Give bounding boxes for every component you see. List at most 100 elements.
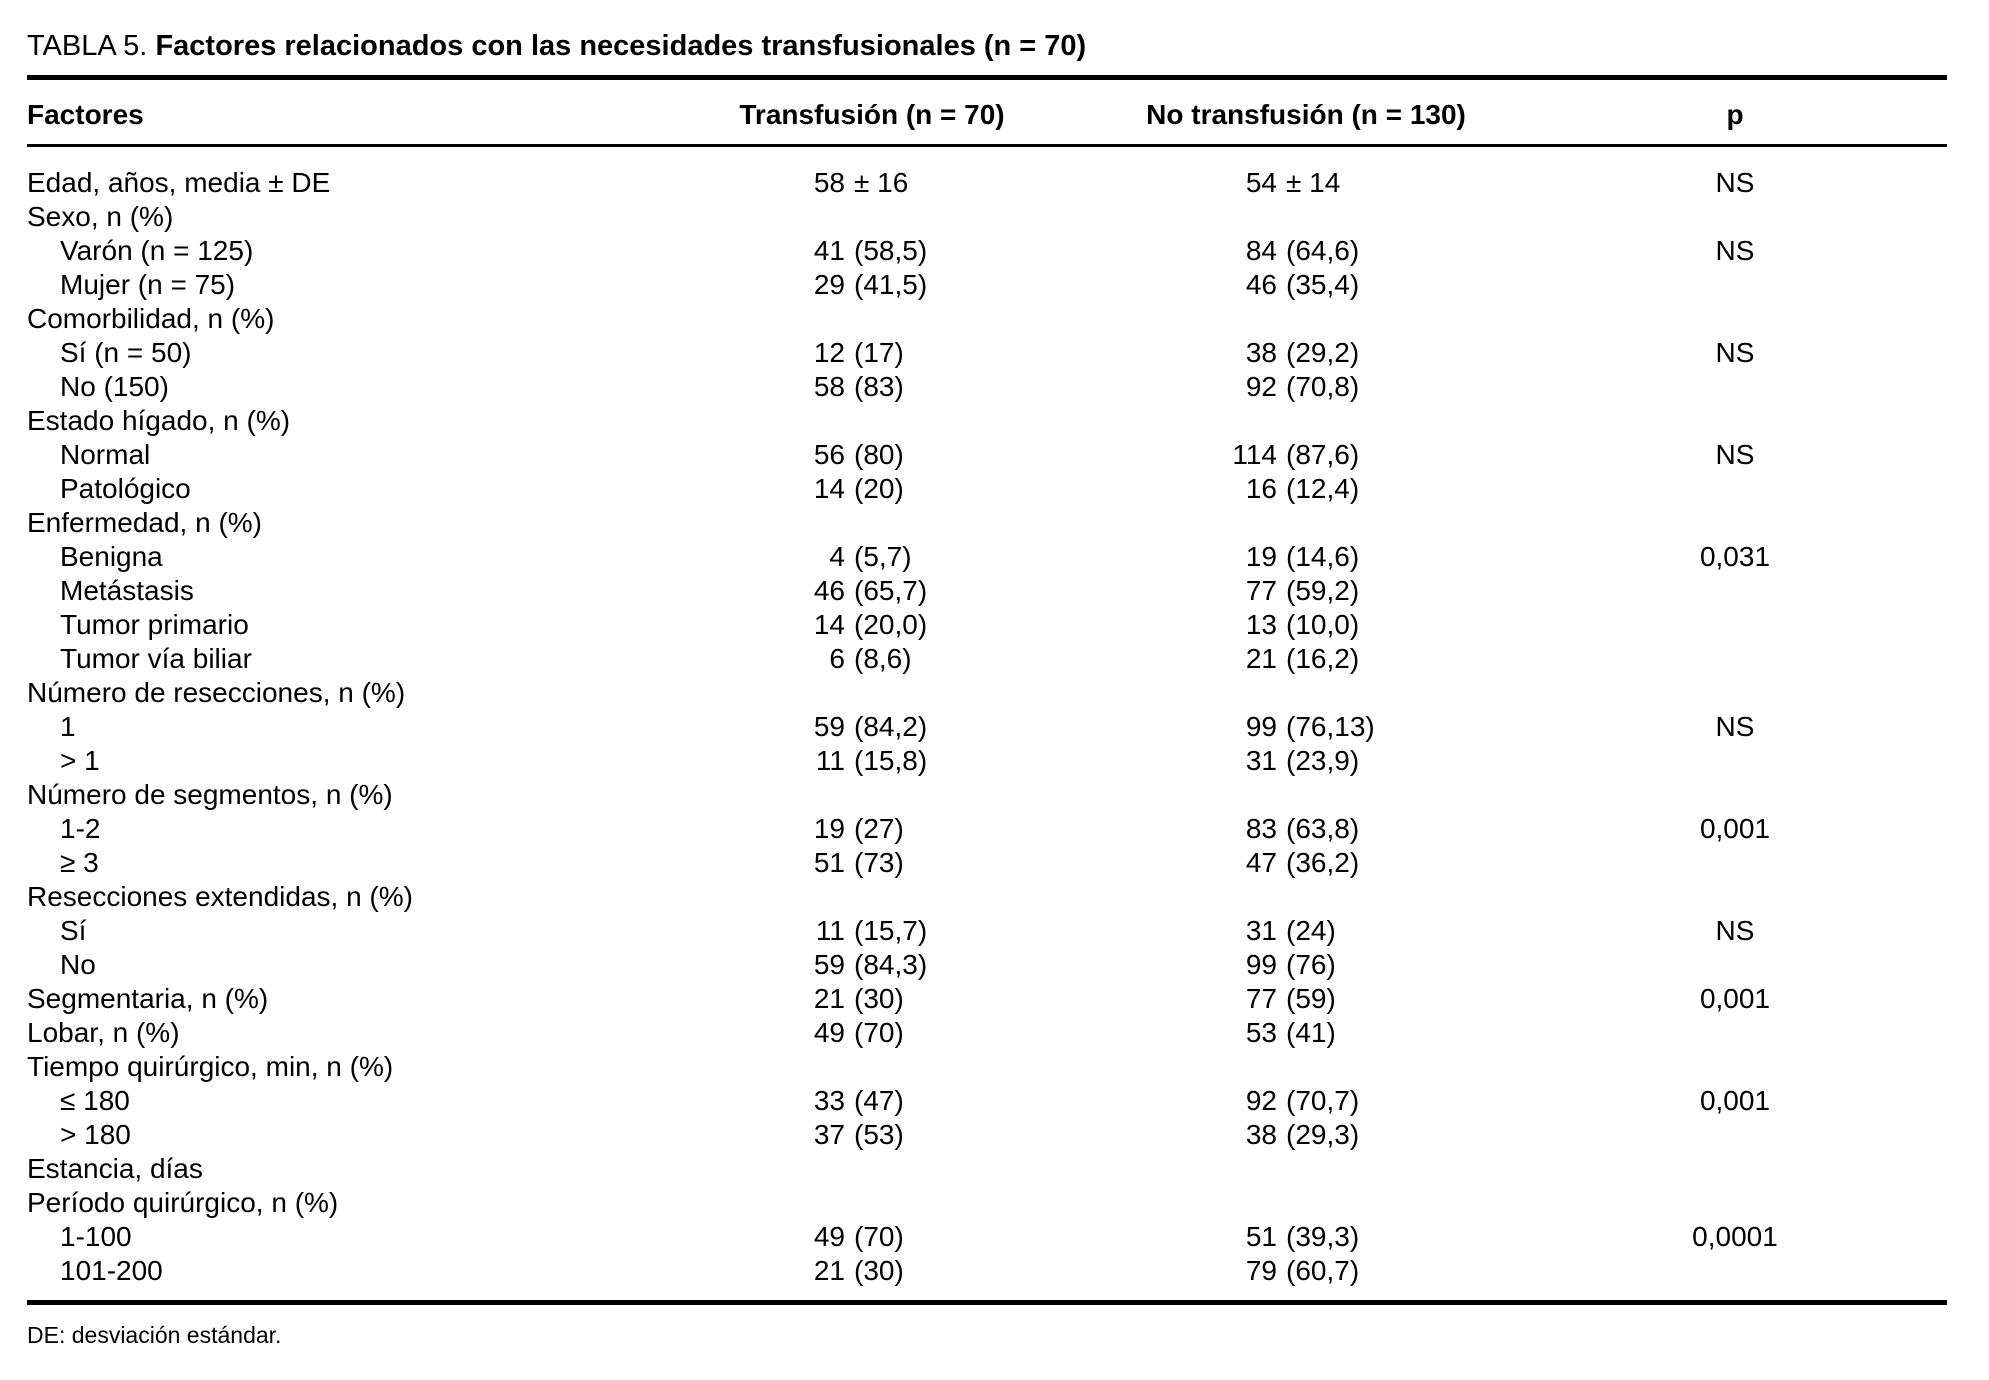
row-label: Sí	[60, 915, 87, 946]
cell-transfusion-count: 46	[813, 575, 845, 606]
cell-transfusion-percent: (70)	[854, 1221, 904, 1252]
row-label: Lobar, n (%)	[27, 1017, 180, 1048]
cell-p-value: 0,001	[1699, 1085, 1771, 1116]
cell-transfusion-percent: ± 16	[854, 167, 909, 198]
cell-no-transfusion-percent: (60,7)	[1286, 1255, 1360, 1286]
cell-no-transfusion	[1137, 200, 1286, 234]
table-row: Varón (n = 125) 41 (58,5) 84 (64,6) NS	[0, 234, 1989, 268]
cell-no-transfusion: 54 ± 14	[1137, 166, 1340, 200]
cell-no-transfusion: 99 (76)	[1137, 948, 1336, 982]
column-header-p: p	[1726, 99, 1744, 130]
cell-no-transfusion-count: 53	[1245, 1017, 1277, 1048]
cell-transfusion-count: 12	[813, 337, 845, 368]
cell-no-transfusion: 53 (41)	[1137, 1016, 1336, 1050]
table-row: Estado hígado, n (%)	[0, 404, 1989, 438]
cell-no-transfusion: 19 (14,6)	[1137, 540, 1359, 574]
column-header-factores: Factores	[27, 99, 144, 130]
table-footnote: DE: desviación estándar.	[27, 1322, 282, 1348]
cell-transfusion-count: 49	[813, 1221, 845, 1252]
cell-no-transfusion	[1137, 1050, 1286, 1084]
row-label: Estancia, días	[27, 1153, 203, 1184]
cell-transfusion-percent: (20)	[854, 473, 904, 504]
table-row: Sexo, n (%)	[0, 200, 1989, 234]
row-label: Metástasis	[60, 575, 194, 606]
cell-transfusion-percent: (70)	[854, 1017, 904, 1048]
cell-transfusion-count: 59	[813, 711, 845, 742]
cell-transfusion-percent: (47)	[854, 1085, 904, 1116]
row-label: Período quirúrgico, n (%)	[27, 1187, 339, 1218]
cell-no-transfusion: 51 (39,3)	[1137, 1220, 1359, 1254]
column-header-no-transfusion: No transfusión (n = 130)	[1146, 99, 1466, 130]
cell-no-transfusion-count: 38	[1245, 1119, 1277, 1150]
cell-transfusion: 21 (30)	[705, 1254, 904, 1288]
cell-transfusion: 21 (30)	[705, 982, 904, 1016]
table-row: Normal 56 (80) 114 (87,6) NS	[0, 438, 1989, 472]
table-row: Comorbilidad, n (%)	[0, 302, 1989, 336]
cell-no-transfusion-count: 84	[1245, 235, 1277, 266]
bottom-rule	[27, 1300, 1947, 1305]
table-row: Resecciones extendidas, n (%)	[0, 880, 1989, 914]
cell-transfusion-percent: (53)	[854, 1119, 904, 1150]
cell-transfusion: 14 (20)	[705, 472, 904, 506]
table-row: 1 59 (84,2) 99 (76,13) NS	[0, 710, 1989, 744]
cell-no-transfusion-count: 99	[1245, 711, 1277, 742]
cell-transfusion	[705, 302, 854, 336]
cell-no-transfusion-count: 31	[1245, 745, 1277, 776]
cell-no-transfusion-percent: (70,8)	[1286, 371, 1360, 402]
table-row: Período quirúrgico, n (%)	[0, 1186, 1989, 1220]
cell-no-transfusion: 13 (10,0)	[1137, 608, 1359, 642]
cell-no-transfusion	[1137, 302, 1286, 336]
cell-no-transfusion: 16 (12,4)	[1137, 472, 1359, 506]
cell-p-value: NS	[1715, 915, 1755, 946]
cell-transfusion: 6 (8,6)	[705, 642, 911, 676]
table-row: No (150) 58 (83) 92 (70,8)	[0, 370, 1989, 404]
table-row: Estancia, días	[0, 1152, 1989, 1186]
cell-transfusion	[705, 200, 854, 234]
cell-transfusion-count: 4	[829, 541, 845, 572]
table-row: Sí 11 (15,7) 31 (24) NS	[0, 914, 1989, 948]
cell-p-value: 0,001	[1699, 983, 1771, 1014]
table-row: 1-2 19 (27) 83 (63,8) 0,001	[0, 812, 1989, 846]
cell-transfusion-count: 29	[813, 269, 845, 300]
header-rule	[27, 144, 1947, 147]
cell-p-value: NS	[1715, 167, 1755, 198]
cell-transfusion-count: 51	[813, 847, 845, 878]
cell-no-transfusion-percent: (39,3)	[1286, 1221, 1360, 1252]
table-row: No 59 (84,3) 99 (76)	[0, 948, 1989, 982]
cell-transfusion-count: 58	[813, 167, 845, 198]
cell-transfusion: 4 (5,7)	[705, 540, 911, 574]
cell-no-transfusion-count: 114	[1232, 439, 1277, 470]
cell-no-transfusion-percent: (23,9)	[1286, 745, 1360, 776]
cell-transfusion: 51 (73)	[705, 846, 904, 880]
cell-p-value: NS	[1715, 235, 1755, 266]
row-label: Segmentaria, n (%)	[27, 983, 269, 1014]
cell-no-transfusion-percent: (29,2)	[1286, 337, 1360, 368]
row-label: > 180	[60, 1119, 131, 1150]
cell-transfusion-percent: (30)	[854, 1255, 904, 1286]
row-label: 1	[60, 711, 76, 742]
row-label: No (150)	[60, 371, 169, 402]
cell-transfusion: 33 (47)	[705, 1084, 904, 1118]
row-label: Resecciones extendidas, n (%)	[27, 881, 413, 912]
cell-no-transfusion-percent: (70,7)	[1286, 1085, 1360, 1116]
cell-transfusion-percent: (80)	[854, 439, 904, 470]
cell-no-transfusion-percent: (64,6)	[1286, 235, 1360, 266]
cell-no-transfusion-percent: (59)	[1286, 983, 1336, 1014]
cell-no-transfusion: 84 (64,6)	[1137, 234, 1359, 268]
table-row: 101-200 21 (30) 79 (60,7)	[0, 1254, 1989, 1288]
table-row: 1-100 49 (70) 51 (39,3) 0,0001	[0, 1220, 1989, 1254]
cell-transfusion	[705, 778, 854, 812]
row-label: Varón (n = 125)	[60, 235, 254, 266]
cell-transfusion-percent: (65,7)	[854, 575, 928, 606]
cell-transfusion: 41 (58,5)	[705, 234, 927, 268]
cell-transfusion	[705, 506, 854, 540]
cell-p-value: NS	[1715, 337, 1755, 368]
cell-no-transfusion-count: 92	[1245, 1085, 1277, 1116]
table-row: Sí (n = 50) 12 (17) 38 (29,2) NS	[0, 336, 1989, 370]
row-label: Patológico	[60, 473, 191, 504]
table-row: Tiempo quirúrgico, min, n (%)	[0, 1050, 1989, 1084]
cell-transfusion: 11 (15,7)	[705, 914, 927, 948]
cell-no-transfusion-percent: (76,13)	[1286, 711, 1375, 742]
cell-no-transfusion: 46 (35,4)	[1137, 268, 1359, 302]
